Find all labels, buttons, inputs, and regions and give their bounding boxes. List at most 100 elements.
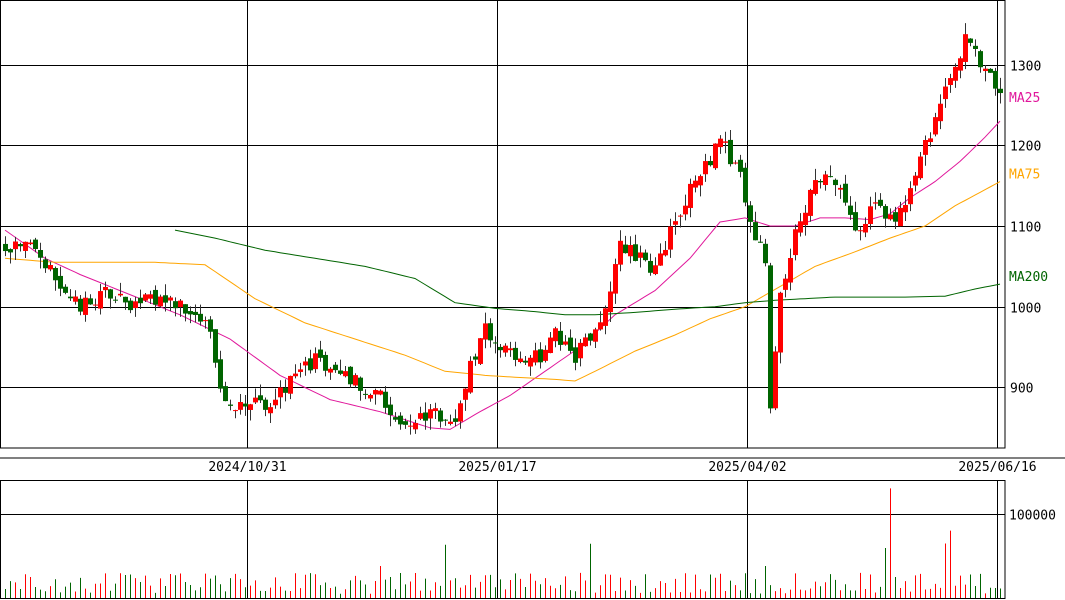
candle-body bbox=[493, 342, 498, 344]
candle-body bbox=[83, 297, 88, 315]
candle-body bbox=[723, 141, 728, 143]
candle-body bbox=[508, 348, 513, 351]
candle-body bbox=[43, 259, 48, 269]
volume-frame bbox=[0, 480, 1006, 599]
candle-body bbox=[953, 66, 958, 81]
candle-body bbox=[708, 161, 713, 166]
candle-body bbox=[393, 417, 398, 420]
candle-body bbox=[318, 349, 323, 358]
candle-body bbox=[788, 258, 793, 283]
candle-body bbox=[963, 34, 968, 62]
candle-body bbox=[598, 322, 603, 330]
candle-body bbox=[943, 86, 948, 100]
candle-body bbox=[908, 188, 913, 205]
candle-body bbox=[658, 253, 663, 266]
candle-body bbox=[998, 88, 1003, 94]
moving-averages bbox=[4, 120, 1001, 430]
candle-body bbox=[603, 308, 608, 326]
candle-body bbox=[563, 341, 568, 345]
candle-body bbox=[853, 212, 858, 231]
candle-body bbox=[363, 393, 368, 395]
candle-body bbox=[993, 70, 998, 89]
candle-body bbox=[338, 370, 343, 374]
price-tick-label: 900 bbox=[1010, 382, 1033, 397]
candle-body bbox=[838, 187, 843, 190]
candle-body bbox=[18, 244, 23, 247]
candle-body bbox=[153, 289, 158, 305]
candle-body bbox=[443, 419, 448, 421]
candle-body bbox=[758, 241, 763, 243]
candle-body bbox=[313, 353, 318, 370]
candle-body bbox=[808, 189, 813, 216]
candle-body bbox=[848, 205, 853, 215]
candle-body bbox=[778, 292, 783, 353]
candle-body bbox=[483, 323, 488, 340]
candle-body bbox=[448, 421, 453, 424]
candle-body bbox=[588, 333, 593, 341]
candle-body bbox=[188, 311, 193, 315]
ma-label-ma75: MA75 bbox=[1009, 168, 1040, 183]
price-tick-label: 1000 bbox=[1010, 302, 1041, 317]
candle-body bbox=[128, 300, 133, 311]
candle-body bbox=[208, 319, 213, 332]
candle-body bbox=[663, 249, 668, 256]
candle-body bbox=[888, 214, 893, 220]
candle-body bbox=[428, 409, 433, 419]
candle-body bbox=[168, 297, 173, 301]
candle-body bbox=[648, 260, 653, 273]
candle-body bbox=[98, 291, 103, 309]
candle-body bbox=[473, 356, 478, 360]
candle-body bbox=[858, 230, 863, 232]
ma-line-ma25 bbox=[4, 120, 1001, 430]
candle-body bbox=[198, 313, 203, 322]
candle-body bbox=[93, 304, 98, 306]
candle-body bbox=[38, 250, 43, 258]
candle-body bbox=[263, 399, 268, 410]
candle-body bbox=[48, 265, 53, 270]
price-candles bbox=[3, 23, 1003, 435]
candle-body bbox=[518, 358, 523, 363]
candle-body bbox=[183, 304, 188, 314]
candle-body bbox=[873, 202, 878, 204]
candle-body bbox=[948, 78, 953, 86]
candle-body bbox=[458, 403, 463, 422]
candle-body bbox=[843, 183, 848, 203]
volume-tick-label: 100000 bbox=[1009, 509, 1056, 524]
date-tick-label: 2025/01/17 bbox=[458, 460, 536, 475]
candle-body bbox=[323, 354, 328, 371]
candle-body bbox=[628, 245, 633, 257]
candle-body bbox=[228, 404, 233, 406]
candle-body bbox=[913, 175, 918, 186]
candle-body bbox=[148, 294, 153, 299]
candle-body bbox=[968, 38, 973, 43]
candle-body bbox=[133, 301, 138, 309]
ma-label-ma200: MA200 bbox=[1009, 270, 1048, 285]
candle-body bbox=[433, 408, 438, 412]
candle-body bbox=[633, 244, 638, 261]
candle-body bbox=[503, 345, 508, 353]
candle-body bbox=[903, 204, 908, 213]
candle-body bbox=[243, 403, 248, 407]
candle-body bbox=[118, 293, 123, 296]
candle-body bbox=[618, 240, 623, 265]
candle-body bbox=[538, 349, 543, 363]
candle-body bbox=[223, 386, 228, 402]
volume-bars bbox=[5, 488, 1001, 598]
candle-body bbox=[88, 298, 93, 305]
candle-body bbox=[683, 205, 688, 215]
candle-body bbox=[303, 361, 308, 366]
candle-body bbox=[583, 337, 588, 347]
candle-body bbox=[203, 320, 208, 322]
candle-body bbox=[818, 180, 823, 183]
candle-body bbox=[383, 391, 388, 408]
candle-body bbox=[668, 226, 673, 250]
candle-body bbox=[283, 387, 288, 393]
candle-body bbox=[828, 176, 833, 178]
candle-body bbox=[553, 328, 558, 342]
candle-body bbox=[573, 347, 578, 363]
candle-body bbox=[438, 410, 443, 422]
candle-body bbox=[893, 212, 898, 222]
candle-body bbox=[678, 215, 683, 217]
candle-body bbox=[768, 265, 773, 409]
candle-body bbox=[488, 323, 493, 341]
